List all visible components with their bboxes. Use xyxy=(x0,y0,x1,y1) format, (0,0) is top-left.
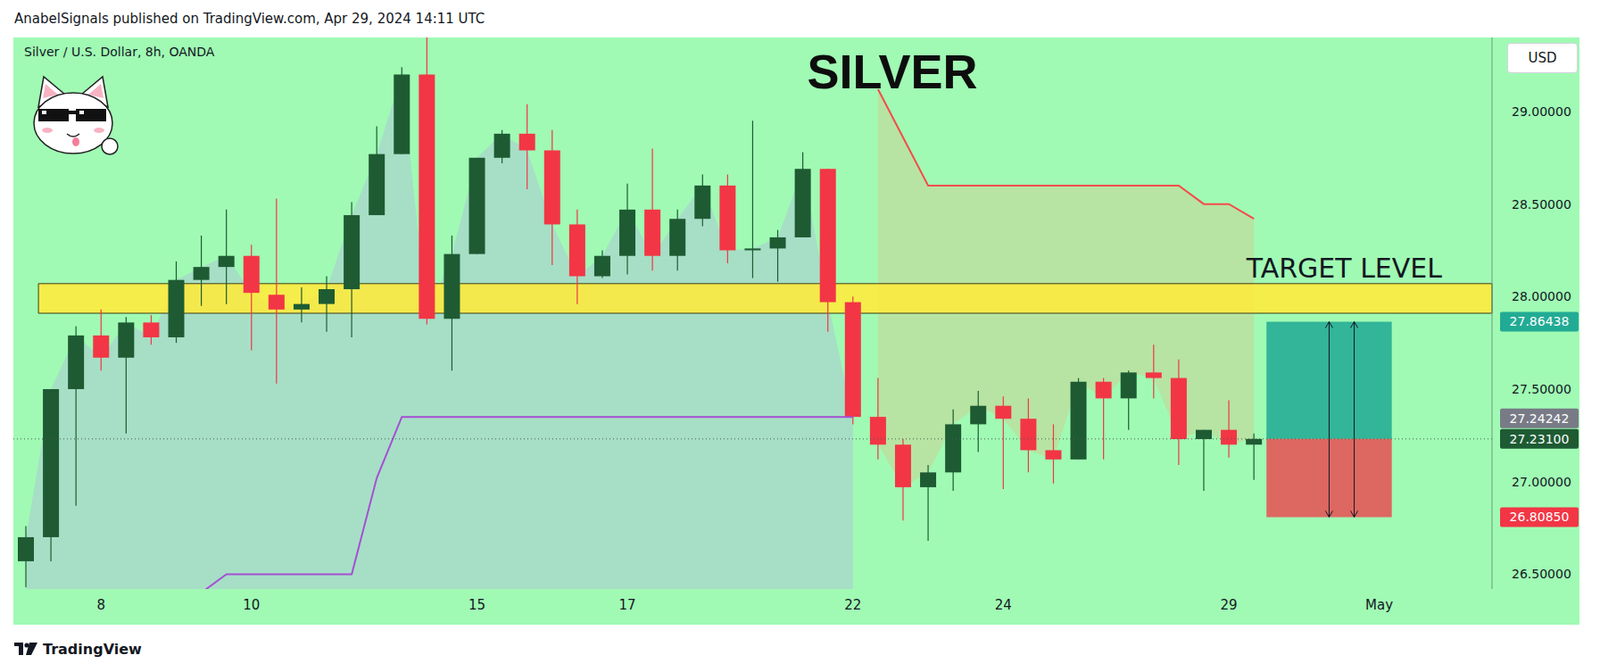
svg-text:27.24242: 27.24242 xyxy=(1509,411,1570,426)
html-text:Silver / U.S. Dollar, 8h, OAND: Silver / U.S. Dollar, 8h, OANDA xyxy=(24,44,215,59)
svg-text:26.50000: 26.50000 xyxy=(1511,566,1572,581)
svg-text:May: May xyxy=(1365,596,1393,614)
html-text:USD: USD xyxy=(1528,49,1557,67)
svg-text:10: 10 xyxy=(242,596,260,614)
svg-text:TARGET LEVEL: TARGET LEVEL xyxy=(1245,252,1443,284)
svg-text:27.50000: 27.50000 xyxy=(1511,381,1572,397)
svg-text:17: 17 xyxy=(619,596,637,614)
svg-text:27.23100: 27.23100 xyxy=(1509,431,1570,447)
svg-text:26.80850: 26.80850 xyxy=(1509,509,1570,524)
svg-text:29.00000: 29.00000 xyxy=(1511,104,1572,119)
svg-text:8: 8 xyxy=(97,596,107,614)
svg-text:28.00000: 28.00000 xyxy=(1511,289,1572,304)
svg-text:24: 24 xyxy=(994,596,1012,614)
svg-text:28.50000: 28.50000 xyxy=(1511,197,1572,212)
svg-text:15: 15 xyxy=(468,596,486,614)
svg-text:27.00000: 27.00000 xyxy=(1511,474,1572,490)
svg-text:29: 29 xyxy=(1220,596,1238,614)
svg-text:27.86438: 27.86438 xyxy=(1509,314,1570,329)
html-text:AnabelSignals published on Tra: AnabelSignals published on TradingView.c… xyxy=(14,10,485,27)
html-text:SILVER: SILVER xyxy=(807,44,978,99)
svg-text:22: 22 xyxy=(844,596,862,614)
html-text:TradingView: TradingView xyxy=(42,640,142,658)
